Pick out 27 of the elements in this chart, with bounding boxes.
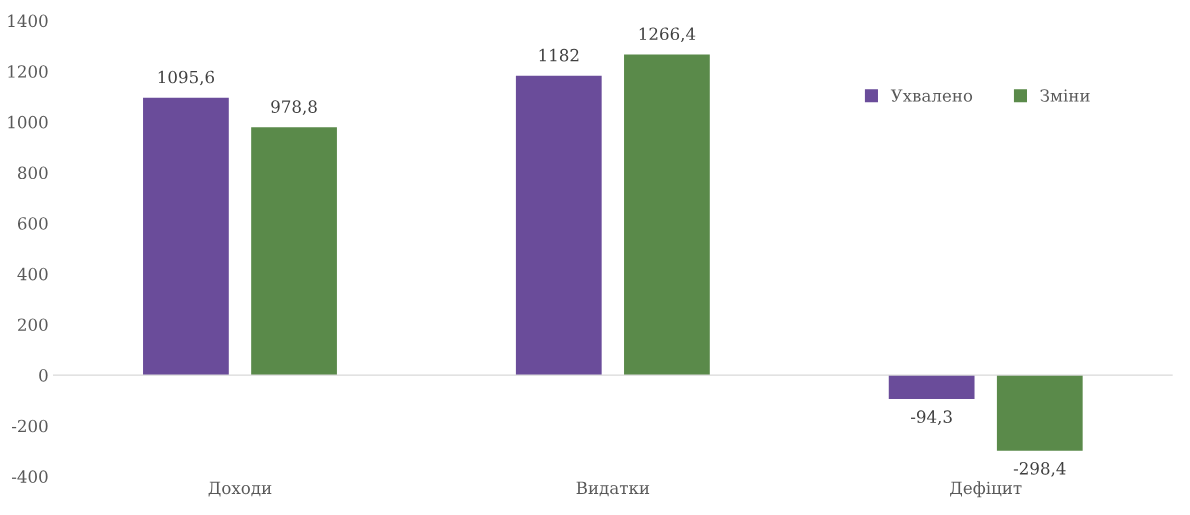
y-tick-label: 1200 — [8, 65, 48, 78]
legend-label: Зміни — [1040, 89, 1090, 102]
bar — [143, 97, 229, 376]
data-label: 1266,4 — [639, 27, 696, 43]
bar — [996, 375, 1083, 451]
x-tick-label: Видатки — [576, 481, 650, 497]
data-label: 1182 — [539, 48, 579, 62]
y-tick-label: 1400 — [8, 14, 48, 28]
legend-label: Ухвалено — [890, 89, 973, 102]
y-tick-label: -400 — [11, 470, 48, 483]
bar — [515, 75, 602, 376]
y-tick-label: 400 — [17, 267, 48, 281]
data-label: 978,8 — [271, 100, 317, 115]
y-tick-label: 200 — [18, 318, 48, 332]
data-label: -298,4 — [1013, 462, 1066, 477]
x-tick-label: Доходи — [208, 481, 272, 497]
bar — [251, 127, 337, 376]
y-tick-label: 1000 — [8, 115, 48, 129]
y-tick-label: 0 — [39, 369, 48, 382]
bar — [624, 54, 710, 376]
bar — [888, 375, 975, 399]
data-label: 1095,6 — [158, 70, 215, 86]
x-tick-label: Дефіцит — [950, 481, 1022, 498]
y-tick-label: 800 — [17, 166, 48, 180]
y-tick-label: -200 — [11, 419, 48, 433]
y-tick-label: 600 — [17, 217, 48, 230]
data-label: -94,3 — [911, 410, 952, 426]
